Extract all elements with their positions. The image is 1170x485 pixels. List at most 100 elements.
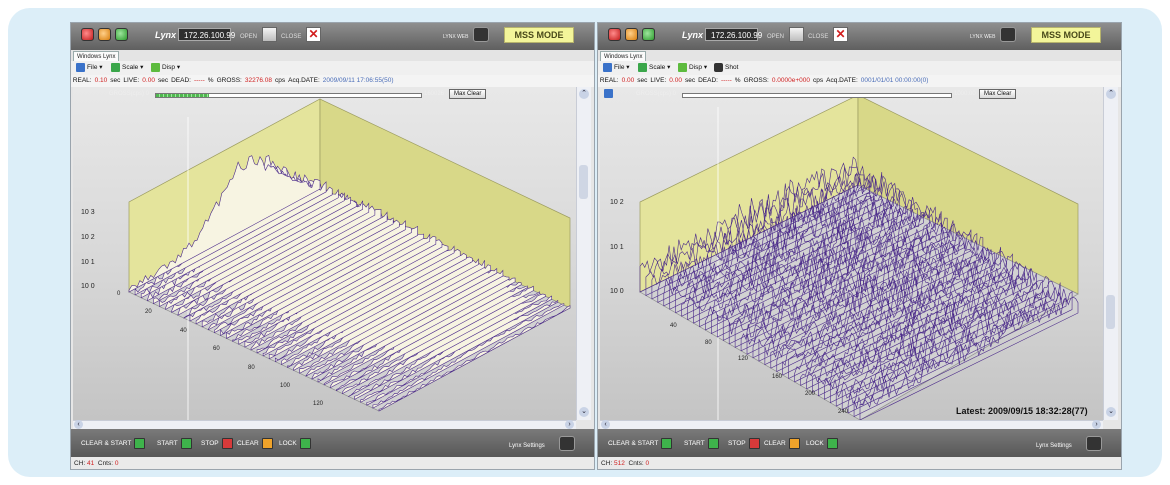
app-title: Lynx [682, 30, 704, 40]
start-control[interactable]: START [684, 438, 719, 449]
y-tick: 10 2 [81, 234, 95, 241]
scroll-right-icon[interactable]: › [1092, 420, 1101, 429]
vertical-scrollbar[interactable]: ⌃ ⌄ [1103, 87, 1118, 420]
lynx-web-label: LYNX WEB [443, 34, 469, 40]
device-icon[interactable] [1000, 27, 1016, 42]
device-icon[interactable] [473, 27, 489, 42]
clear-control[interactable]: CLEAR [764, 438, 800, 449]
red-status-button[interactable] [608, 28, 621, 41]
save-icon [603, 63, 612, 72]
close-icon[interactable]: ✕ [833, 27, 848, 42]
lock-control[interactable]: LOCK [279, 438, 311, 449]
gross-bar-label: GROSS(cps) 0 [636, 91, 677, 97]
ch-value: 512 [614, 460, 625, 467]
live-value: 0.00 [669, 77, 682, 84]
dead-value: ----- [720, 77, 732, 84]
spectrum-traces [639, 156, 1079, 420]
green-button-icon [826, 438, 838, 449]
ip-address-field[interactable]: 172.26.100.99 [178, 28, 235, 41]
scroll-up-icon[interactable]: ⌃ [579, 89, 589, 99]
disp-menu[interactable]: Disp ▾ [678, 63, 707, 73]
live-label: LIVE: [650, 77, 667, 84]
orange-status-button[interactable] [625, 28, 638, 41]
x-tick: 40 [670, 323, 677, 329]
start-control[interactable]: START [157, 438, 192, 449]
spectrum-3d-plot[interactable]: 10 2 10 1 10 0 40 80 120 160 200 240 GRO… [600, 87, 1103, 420]
max-clear-button[interactable]: Max Clear [449, 89, 487, 99]
settings-device-icon[interactable] [1086, 436, 1102, 451]
spectrum-trace [378, 305, 571, 412]
title-bar: Lynx 172.26.100.99 OPEN CLOSE ✕ LYNX WEB… [71, 23, 594, 50]
stop-control[interactable]: STOP [201, 438, 233, 449]
scroll-down-icon[interactable]: ⌄ [579, 407, 589, 417]
latest-timestamp: Latest: 2009/09/15 18:32:28(77) [956, 406, 1088, 416]
disp-menu[interactable]: Disp ▾ [151, 63, 180, 73]
vertical-scrollbar[interactable]: ⌃ ⌄ [576, 87, 591, 420]
clear-start-control[interactable]: CLEAR & START [81, 438, 146, 449]
dead-unit: % [207, 77, 214, 84]
close-icon[interactable]: ✕ [306, 27, 321, 42]
close-label: CLOSE [808, 34, 829, 40]
scroll-right-icon[interactable]: › [565, 420, 574, 429]
shot-button[interactable]: Shot [714, 63, 738, 73]
save-icon[interactable] [604, 89, 613, 98]
stop-control[interactable]: STOP [728, 438, 760, 449]
scale-icon [111, 63, 120, 72]
y-tick: 10 0 [610, 288, 624, 295]
scroll-down-icon[interactable]: ⌄ [1106, 407, 1116, 417]
horizontal-scrollbar[interactable]: ‹ › [73, 420, 576, 430]
dead-label: DEAD: [171, 77, 191, 84]
gross-value: 0.0000e+000 [771, 77, 810, 84]
clear-start-control[interactable]: CLEAR & START [608, 438, 673, 449]
max-clear-button[interactable]: Max Clear [979, 89, 1017, 99]
spectrum-3d-plot[interactable]: 10 3 10 2 10 1 10 0 0 20 40 60 80 100 12… [73, 87, 576, 420]
spectrum-trace [782, 246, 1002, 376]
ip-address-field[interactable]: 172.26.100.99 [705, 28, 762, 41]
scale-menu[interactable]: Scale ▾ [111, 63, 143, 73]
title-bar: Lynx 172.26.100.99 OPEN CLOSE ✕ LYNX WEB… [598, 23, 1121, 50]
green-status-button[interactable] [115, 28, 128, 41]
display-icon [678, 63, 687, 72]
y-tick: 10 1 [81, 259, 95, 266]
vertical-scroll-thumb[interactable] [579, 165, 588, 199]
plot-svg: 10 3 10 2 10 1 10 0 0 20 40 60 80 100 12… [81, 98, 571, 420]
bottom-status-bar: CH: 41 Cnts: 0 [71, 457, 594, 469]
gross-bar-max: 160026 [424, 91, 445, 97]
gross-value: 32276.08 [244, 77, 272, 84]
lynx-settings-label: Lynx Settings [509, 443, 545, 449]
file-menu[interactable]: File ▾ [76, 63, 103, 73]
gross-rate-bar [682, 93, 952, 98]
x-tick: 120 [313, 401, 324, 407]
date-label: Acq.DATE: [288, 77, 320, 84]
scroll-left-icon[interactable]: ‹ [74, 420, 83, 429]
lock-control[interactable]: LOCK [806, 438, 838, 449]
open-button[interactable] [262, 27, 277, 42]
spectrum-trace [770, 246, 990, 369]
lynx-window-left: Lynx 172.26.100.99 OPEN CLOSE ✕ LYNX WEB… [70, 22, 595, 470]
clear-control[interactable]: CLEAR [237, 438, 273, 449]
file-menu[interactable]: File ▾ [603, 63, 630, 73]
gross-rate-fill [156, 94, 209, 97]
open-button[interactable] [789, 27, 804, 42]
orange-status-button[interactable] [98, 28, 111, 41]
spectrum-trace [812, 265, 1031, 393]
spectrum-trace [758, 233, 978, 362]
tab-windows-lynx[interactable]: Windows Lynx [600, 51, 647, 61]
acq-date-value: 0001/01/01 00:00:00(0) [860, 77, 929, 84]
mode-badge: MSS MODE [504, 27, 574, 43]
vertical-scroll-thumb[interactable] [1106, 295, 1115, 329]
scale-menu[interactable]: Scale ▾ [638, 63, 670, 73]
real-unit: sec [110, 77, 121, 84]
horizontal-scrollbar[interactable]: ‹ › [600, 420, 1103, 430]
red-status-button[interactable] [81, 28, 94, 41]
cnts-label: Cnts: [628, 460, 644, 467]
green-status-button[interactable] [642, 28, 655, 41]
real-unit: sec [637, 77, 648, 84]
spectrum-trace [128, 155, 321, 293]
tab-windows-lynx[interactable]: Windows Lynx [73, 51, 120, 61]
settings-device-icon[interactable] [559, 436, 575, 451]
cnts-value: 0 [645, 460, 650, 467]
mode-badge: MSS MODE [1031, 27, 1101, 43]
scroll-left-icon[interactable]: ‹ [601, 420, 610, 429]
scroll-up-icon[interactable]: ⌃ [1106, 89, 1116, 99]
